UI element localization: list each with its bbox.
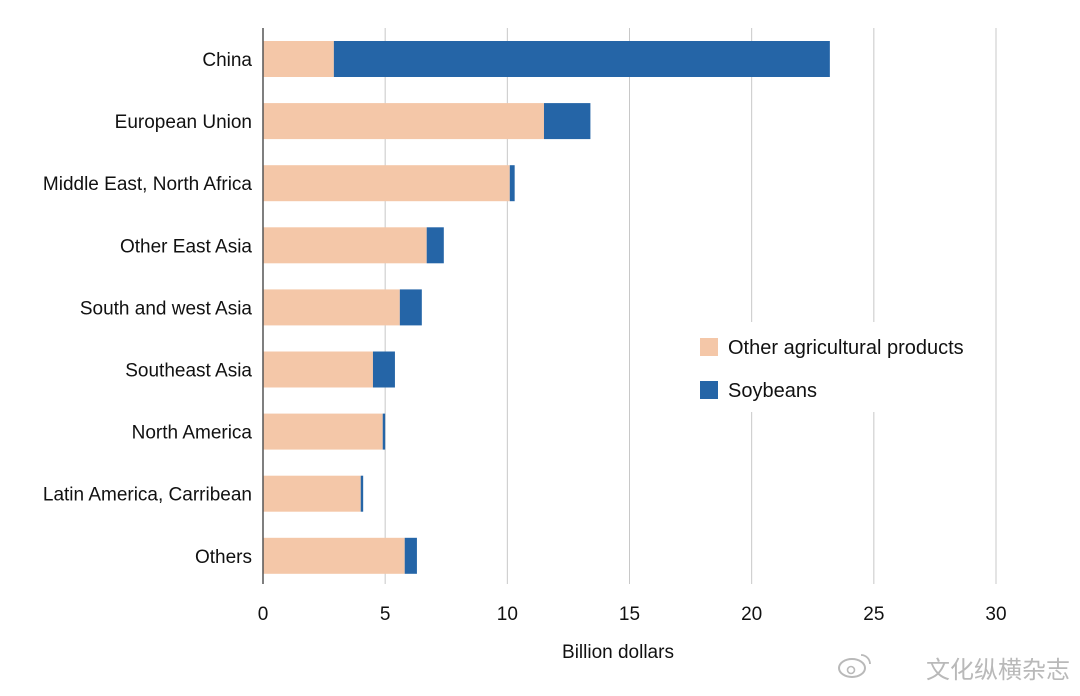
x-tick-label-5: 5: [380, 604, 391, 625]
category-label-6: North America: [132, 423, 253, 444]
legend: Other agricultural products Soybeans: [688, 322, 988, 412]
bar-other-2: [263, 165, 510, 202]
x-tick-labels: 0 5 10 15 20 25 30: [258, 604, 1007, 625]
bar-other-6: [263, 413, 383, 450]
bar-other-8: [263, 537, 405, 574]
watermark: 文化纵横杂志: [838, 654, 1070, 684]
bar-other-0: [263, 41, 334, 77]
category-label-8: Others: [195, 547, 252, 568]
category-label-1: European Union: [115, 112, 252, 133]
bar-soybeans-6: [382, 413, 386, 450]
category-label-3: Other East Asia: [120, 236, 252, 257]
x-tick-label-15: 15: [619, 604, 640, 625]
weibo-logo-icon: [838, 654, 871, 678]
category-label-0: China: [202, 50, 252, 71]
category-label-5: Southeast Asia: [125, 361, 252, 382]
bar-other-3: [263, 227, 427, 264]
category-label-4: South and west Asia: [80, 298, 253, 319]
x-tick-label-0: 0: [258, 604, 269, 625]
legend-swatch-soybeans: [700, 381, 718, 399]
category-label-2: Middle East, North Africa: [43, 174, 253, 195]
bar-soybeans-2: [509, 165, 515, 202]
watermark-text: 文化纵横杂志: [926, 657, 1070, 684]
x-tick-label-10: 10: [497, 604, 518, 625]
bar-soybeans-4: [399, 289, 422, 326]
legend-label-other-agricultural-products: Other agricultural products: [728, 337, 964, 359]
bar-soybeans-8: [404, 537, 417, 574]
legend-background: [688, 322, 988, 412]
x-axis-title: Billion dollars: [562, 642, 674, 663]
x-tick-label-25: 25: [863, 604, 884, 625]
x-tick-label-30: 30: [985, 604, 1006, 625]
bar-soybeans-1: [543, 103, 591, 140]
legend-swatch-other-agricultural-products: [700, 338, 718, 356]
bar-soybeans-0: [333, 41, 830, 77]
bar-other-4: [263, 289, 400, 326]
bar-soybeans-5: [372, 351, 395, 388]
bar-other-1: [263, 103, 544, 140]
category-label-7: Latin America, Carribean: [43, 485, 252, 506]
x-tick-label-20: 20: [741, 604, 762, 625]
legend-label-soybeans: Soybeans: [728, 380, 817, 402]
category-labels: China European Union Middle East, North Af…: [43, 50, 253, 568]
bar-soybeans-3: [426, 227, 444, 264]
bar-soybeans-7: [360, 475, 364, 512]
bar-other-5: [263, 351, 373, 388]
bar-other-7: [263, 475, 361, 512]
bars: [263, 41, 830, 574]
